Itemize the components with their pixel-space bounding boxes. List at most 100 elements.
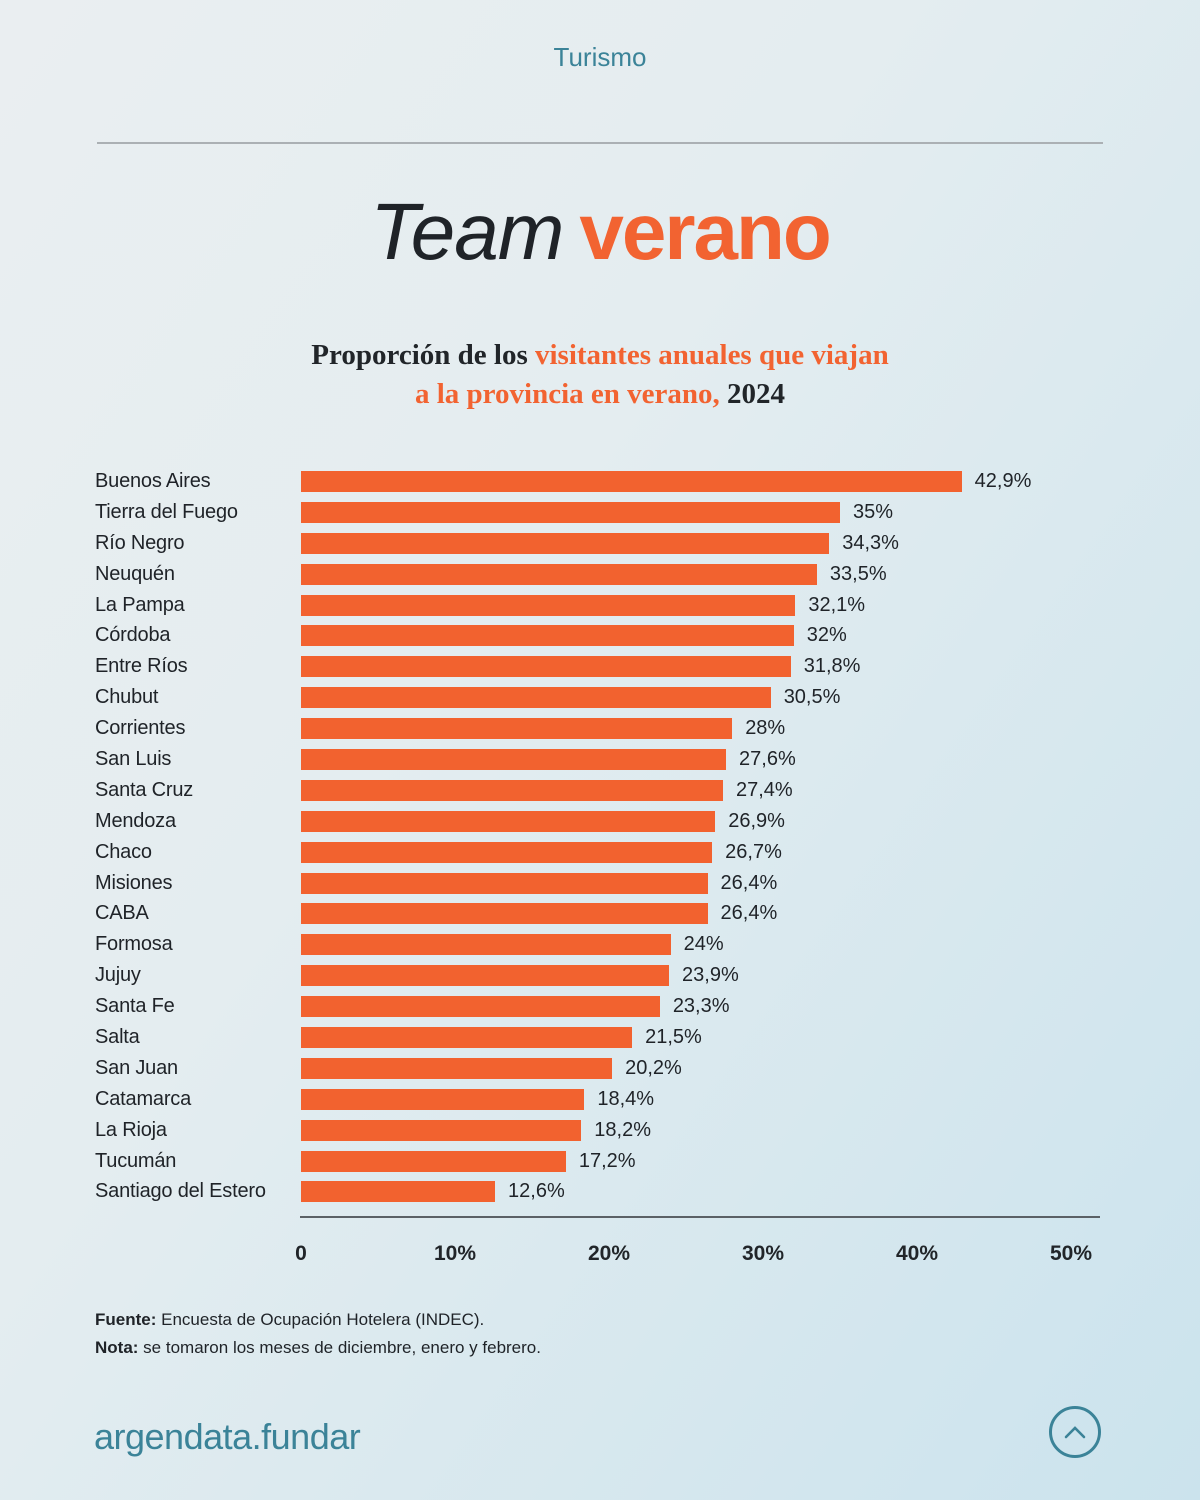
bar-value-label: 26,7% — [725, 840, 782, 863]
scroll-top-button[interactable] — [1049, 1406, 1101, 1458]
chart-row: Río Negro 34,3% — [95, 528, 1071, 559]
bar-value-label: 28% — [745, 717, 786, 740]
bar — [301, 748, 727, 770]
bar-value-label: 18,2% — [594, 1118, 651, 1141]
bar — [301, 841, 713, 863]
note-label: Nota: — [95, 1337, 139, 1357]
province-label: La Rioja — [95, 1118, 167, 1141]
chart-row: Mendoza 26,9% — [95, 806, 1071, 837]
x-axis-ticks: 0 10% 20% 30% 40% 50% — [295, 1242, 1092, 1272]
bar-track: 18,4% — [301, 1088, 1071, 1111]
category-label: Turismo — [553, 42, 647, 72]
chart-row: Neuquén 33,5% — [95, 559, 1071, 590]
bar-track: 27,4% — [301, 779, 1071, 802]
bar-value-label: 33,5% — [829, 562, 887, 585]
chart-row: Jujuy 23,9% — [95, 960, 1071, 991]
axis-tick: 40% — [895, 1242, 939, 1265]
chart-row: Córdoba 32% — [95, 620, 1071, 651]
title-team: Team — [370, 187, 564, 276]
bar-value-label: 23,3% — [672, 995, 730, 1018]
source-label: Fuente: — [95, 1310, 157, 1329]
province-label: La Pampa — [95, 593, 185, 616]
bar-track: 26,9% — [301, 810, 1071, 833]
bar-track: 18,2% — [301, 1119, 1071, 1142]
x-axis-line — [300, 1216, 1100, 1218]
bar-track: 23,9% — [301, 964, 1071, 987]
title-verano: verano — [579, 187, 831, 276]
chart-row: Chubut 30,5% — [95, 682, 1071, 713]
top-divider — [97, 142, 1103, 144]
axis-tick: 30% — [741, 1242, 785, 1265]
bar-value-label: 21,5% — [645, 1025, 702, 1048]
province-label: Jujuy — [95, 964, 141, 987]
bar-value-label: 20,2% — [625, 1056, 682, 1079]
bar — [301, 1026, 633, 1048]
bar — [301, 470, 962, 492]
bar-value-label: 32,1% — [808, 593, 866, 616]
province-label: Neuquén — [95, 562, 175, 585]
bar-track: 26,4% — [301, 872, 1071, 895]
province-label: Corrientes — [95, 717, 186, 740]
chart-row: Santa Fe 23,3% — [95, 991, 1071, 1022]
province-label: Santiago del Estero — [95, 1180, 266, 1203]
province-label: Formosa — [95, 933, 173, 956]
province-label: Catamarca — [95, 1087, 192, 1110]
bar-track: 17,2% — [301, 1150, 1071, 1173]
chart-row: Buenos Aires 42,9% — [95, 466, 1071, 497]
bar-track: 31,8% — [301, 655, 1071, 678]
province-label: Entre Ríos — [95, 655, 188, 678]
chart-row: Misiones 26,4% — [95, 868, 1071, 899]
chart-row: Santa Cruz 27,4% — [95, 775, 1071, 806]
bar-track: 42,9% — [301, 470, 1071, 493]
axis-tick: 50% — [1049, 1242, 1093, 1265]
bar — [301, 903, 708, 925]
bar-value-label: 35% — [853, 500, 894, 523]
chart-row: CABA 26,4% — [95, 898, 1071, 929]
axis-tick: 10% — [433, 1242, 477, 1265]
bar-value-label: 31,8% — [803, 655, 861, 678]
bar-value-label: 17,2% — [578, 1149, 636, 1172]
bar-track: 24% — [301, 933, 1071, 956]
bar — [301, 1088, 585, 1110]
bar-track: 35% — [301, 501, 1071, 524]
chevron-up-icon — [1063, 1425, 1087, 1439]
bar — [301, 1150, 566, 1172]
bar-track: 33,5% — [301, 563, 1071, 586]
province-label: Misiones — [95, 871, 173, 894]
bar-value-label: 32% — [806, 624, 847, 647]
bar-track: 32% — [301, 624, 1071, 647]
bar — [301, 718, 733, 740]
province-label: San Luis — [95, 747, 172, 770]
bar-track: 34,3% — [301, 532, 1071, 555]
bar — [301, 1057, 613, 1079]
bar-track: 12,6% — [301, 1180, 1071, 1203]
province-label: Río Negro — [95, 531, 185, 554]
province-label: Tierra del Fuego — [95, 500, 238, 523]
brand-wordmark[interactable]: argendata.fundar — [94, 1416, 361, 1457]
bar-value-label: 26,4% — [720, 902, 778, 925]
bar-value-label: 12,6% — [508, 1180, 565, 1203]
province-label: Chubut — [95, 686, 159, 709]
subtitle-line-2: a la provincia en verano, 2024 — [0, 375, 1200, 414]
axis-tick: 20% — [587, 1242, 631, 1265]
chart-row: Catamarca 18,4% — [95, 1084, 1071, 1115]
chart-subtitle: Proporción de los visitantes anuales que… — [0, 336, 1200, 414]
province-label: Buenos Aires — [95, 469, 211, 492]
bar — [301, 687, 771, 709]
chart-row: Formosa 24% — [95, 929, 1071, 960]
bar — [301, 563, 817, 585]
bar-track: 28% — [301, 717, 1071, 740]
bar — [301, 934, 671, 956]
bar-value-label: 26,4% — [720, 871, 778, 894]
bar — [301, 996, 660, 1018]
bar — [301, 872, 708, 894]
province-label: Córdoba — [95, 624, 171, 647]
bar-track: 26,4% — [301, 902, 1071, 925]
subtitle-line-1: Proporción de los visitantes anuales que… — [0, 336, 1200, 375]
chart-row: Tucumán 17,2% — [95, 1146, 1071, 1177]
province-label: San Juan — [95, 1056, 178, 1079]
bar — [301, 965, 670, 987]
bar-track: 26,7% — [301, 841, 1071, 864]
chart-row: San Luis 27,6% — [95, 744, 1071, 775]
